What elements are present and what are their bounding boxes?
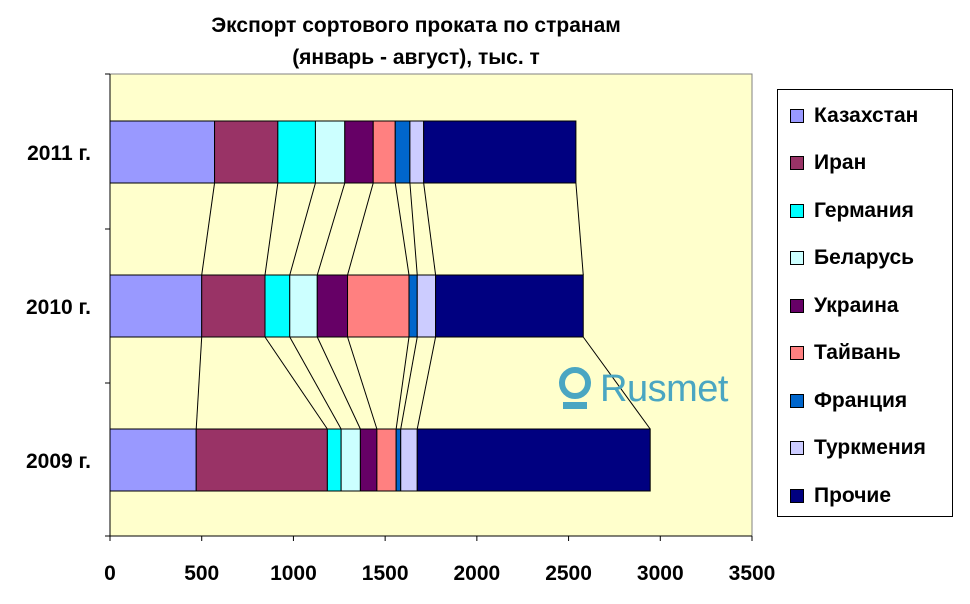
legend-item: Прочие <box>790 484 891 508</box>
category-label-1: 2010 г. <box>26 296 91 319</box>
series-line-1-3 <box>316 336 361 430</box>
legend-item: Туркмения <box>790 436 926 460</box>
series-line-0-1 <box>264 182 279 276</box>
bar-segment-0-5 <box>372 120 396 184</box>
legend-item: Тайвань <box>790 341 901 365</box>
legend-swatch <box>790 204 804 218</box>
bar-segment-2-0 <box>109 428 197 492</box>
x-tick-label-3: 1500 <box>362 562 409 585</box>
bar-segment-0-2 <box>277 120 316 184</box>
series-line-1-2 <box>289 336 342 430</box>
legend-swatch <box>790 489 804 503</box>
x-tick-label-7: 3500 <box>729 562 776 585</box>
legend-swatch <box>790 156 804 170</box>
series-line-0-4 <box>347 182 374 276</box>
legend-swatch <box>790 346 804 360</box>
legend-swatch <box>790 299 804 313</box>
bar-segment-0-0 <box>109 120 216 184</box>
bar-segment-1-3 <box>289 274 318 338</box>
legend-label: Франция <box>814 389 908 412</box>
legend-label: Туркмения <box>814 436 926 459</box>
series-line-0-8 <box>575 182 584 276</box>
bar-segment-2-8 <box>416 428 651 492</box>
bar-segment-1-6 <box>408 274 418 338</box>
bar-segment-2-6 <box>395 428 402 492</box>
x-tick-label-2: 1000 <box>270 562 317 585</box>
bar-segment-1-2 <box>264 274 291 338</box>
x-tick-label-5: 2500 <box>545 562 592 585</box>
legend-label: Тайвань <box>814 341 901 364</box>
bar-segment-1-0 <box>109 274 203 338</box>
series-line-1-5 <box>395 336 410 430</box>
bar-segment-1-8 <box>435 274 584 338</box>
series-line-1-6 <box>400 336 418 430</box>
bar-segment-0-7 <box>409 120 425 184</box>
legend-label: Иран <box>814 151 867 174</box>
legend-label: Казахстан <box>814 104 919 127</box>
legend-label: Украина <box>814 294 899 317</box>
series-line-1-7 <box>416 336 437 430</box>
bar-segment-2-7 <box>400 428 418 492</box>
watermark-text: Rusmet <box>600 367 728 410</box>
legend-swatch <box>790 109 804 123</box>
bar-segment-0-8 <box>423 120 577 184</box>
legend-label: Германия <box>814 199 914 222</box>
series-line-0-2 <box>289 182 316 276</box>
chart-title: Экспорт сортового проката по странам <box>211 14 621 37</box>
bar-segment-2-4 <box>359 428 378 492</box>
legend-swatch <box>790 394 804 408</box>
bar-segment-2-3 <box>340 428 361 492</box>
bar-segment-1-1 <box>201 274 266 338</box>
legend-item: Германия <box>790 199 914 223</box>
rusmet-watermark: Rusmet <box>558 366 728 412</box>
bar-segment-1-5 <box>347 274 410 338</box>
legend: Казахстан Иран Германия Беларусь Украина Тайв… <box>777 89 953 517</box>
chart-subtitle: (январь - август), тыс. т <box>292 46 540 69</box>
legend-item: Иран <box>790 151 866 175</box>
bar-segment-2-5 <box>376 428 397 492</box>
bar-segment-2-2 <box>326 428 342 492</box>
legend-item: Франция <box>790 389 907 413</box>
series-line-0-5 <box>394 182 410 276</box>
bar-segment-0-4 <box>344 120 374 184</box>
legend-item: Беларусь <box>790 246 914 270</box>
bar-segment-0-1 <box>214 120 279 184</box>
series-line-1-8 <box>582 336 651 430</box>
legend-label: Беларусь <box>814 246 915 269</box>
series-line-0-0 <box>201 182 216 276</box>
x-tick-label-4: 2000 <box>453 562 500 585</box>
series-line-0-3 <box>316 182 346 276</box>
series-line-1-1 <box>264 336 328 430</box>
category-label-2: 2009 г. <box>26 450 91 473</box>
x-tick-label-6: 3000 <box>637 562 684 585</box>
bar-segment-1-4 <box>316 274 349 338</box>
category-label-0: 2011 г. <box>27 142 91 165</box>
series-line-0-7 <box>423 182 437 276</box>
series-line-0-6 <box>409 182 418 276</box>
series-line-1-0 <box>195 336 203 430</box>
x-tick-label-0: 0 <box>104 562 116 585</box>
series-line-1-4 <box>347 336 378 430</box>
legend-swatch <box>790 251 804 265</box>
x-tick-label-1: 500 <box>184 562 219 585</box>
legend-item: Казахстан <box>790 104 918 128</box>
legend-swatch <box>790 441 804 455</box>
bar-segment-0-6 <box>394 120 411 184</box>
legend-item: Украина <box>790 294 899 318</box>
bar-segment-0-3 <box>314 120 346 184</box>
bar-segment-1-7 <box>416 274 437 338</box>
rusmet-logo-icon <box>559 367 591 409</box>
legend-label: Прочие <box>814 484 892 507</box>
bar-segment-2-1 <box>195 428 328 492</box>
